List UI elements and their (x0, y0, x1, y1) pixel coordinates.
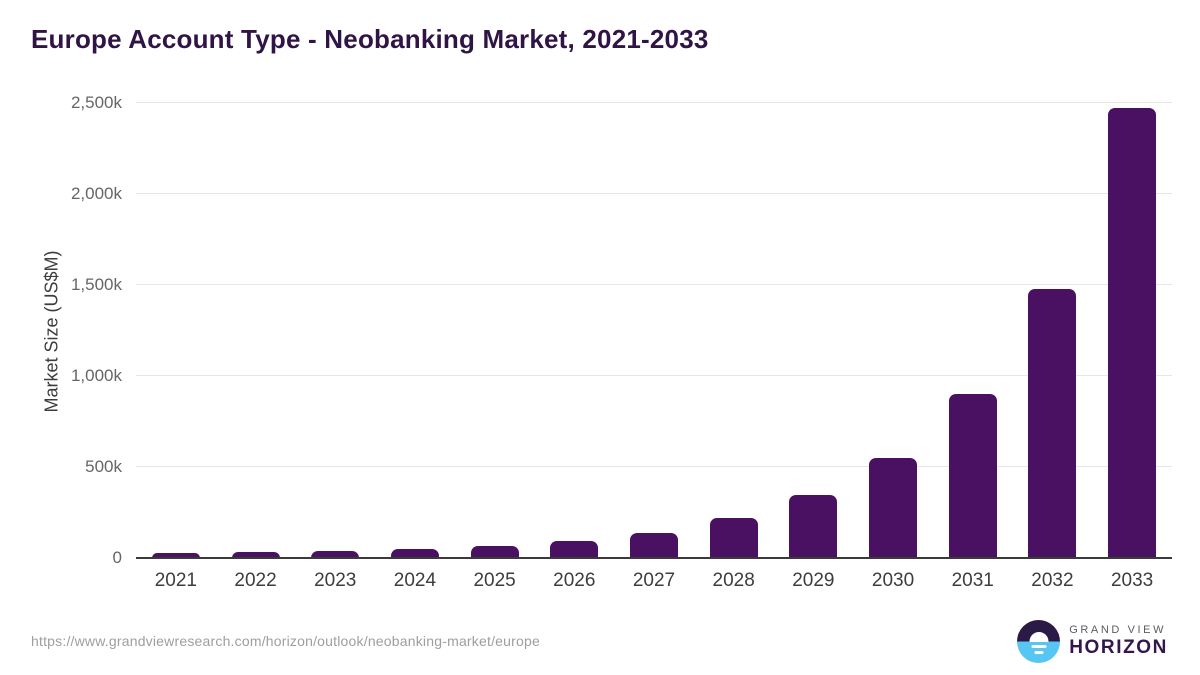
y-tick-label-2,500k: 2,500k (70, 93, 122, 112)
bar-2032 (1028, 288, 1077, 558)
bar-slot-2031 (933, 103, 1013, 558)
x-tick-label-2025: 2025 (473, 570, 516, 591)
bar-2024 (390, 548, 439, 558)
bar-2026 (550, 540, 599, 558)
bar-slot-2028 (694, 103, 774, 558)
bar-2027 (629, 532, 678, 558)
bar-slot-2030 (853, 103, 933, 558)
x-tick-label-2026: 2026 (553, 570, 596, 591)
x-tick-label-2029: 2029 (792, 570, 835, 591)
x-tick-label-2030: 2030 (871, 570, 915, 591)
bar-slot-2025 (455, 103, 535, 558)
bar-slot-2026 (534, 103, 614, 558)
y-tick-label-1,500k: 1,500k (70, 275, 122, 294)
x-tick-label-2028: 2028 (712, 570, 755, 591)
x-axis-line (136, 557, 1172, 559)
bar-slot-2029 (774, 103, 854, 558)
x-tick-label-2033: 2033 (1110, 570, 1154, 591)
sun-dome-shape (1029, 631, 1049, 642)
chart-title: Europe Account Type - Neobanking Market,… (31, 24, 709, 54)
x-tick-label-2024: 2024 (393, 570, 437, 591)
bar-2022 (231, 552, 280, 558)
bar-2021 (151, 553, 200, 558)
bar-2028 (709, 517, 758, 558)
plot-area (136, 102, 1172, 559)
gridline-500k (136, 466, 1172, 467)
bar-2033 (1108, 108, 1157, 558)
x-tick-label-2031: 2031 (951, 570, 994, 591)
gridline-1,500k (136, 284, 1172, 285)
bars-container (136, 103, 1172, 558)
bar-slot-2021 (136, 103, 216, 558)
x-tick-label-2023: 2023 (314, 570, 357, 591)
bar-slot-2022 (216, 103, 296, 558)
bar-slot-2027 (614, 103, 694, 558)
y-tick-label-2,000k: 2,000k (70, 184, 122, 203)
bar-2031 (948, 394, 997, 558)
y-tick-label-500k: 500k (85, 457, 122, 476)
y-tick-label-0: 0 (112, 548, 122, 567)
bar-slot-2033 (1092, 103, 1172, 558)
gridline-1,000k (136, 375, 1172, 376)
bar-slot-2032 (1013, 103, 1093, 558)
y-tick-label-1,000k: 1,000k (70, 366, 122, 385)
bar-2029 (789, 494, 838, 558)
bar-2025 (470, 546, 519, 558)
x-tick-label-2032: 2032 (1031, 570, 1074, 591)
logo-brand-name: GRAND VIEW (1069, 624, 1167, 637)
x-tick-label-2021: 2021 (154, 570, 197, 591)
horizon-sun-icon (1017, 620, 1061, 663)
x-tick-label-2027: 2027 (632, 570, 676, 591)
source-url[interactable]: https://www.grandviewresearch.com/horizo… (31, 633, 540, 649)
bar-2023 (311, 550, 360, 558)
bar-2030 (869, 457, 918, 558)
y-axis-tick-labels: 0 500k 1,000k 1,500k 2,000k 2,500k (0, 94, 122, 566)
gridline-2,500k (136, 102, 1172, 103)
brand-logo: GRAND VIEW HORIZON (1017, 620, 1168, 663)
horizon-reflection-line (1031, 644, 1047, 648)
horizon-reflection-line (1034, 650, 1044, 654)
x-axis-labels: 2021 2022 2023 2024 2025 2026 2027 2028 2029 2030… (136, 570, 1172, 592)
gridline-2,000k (136, 193, 1172, 194)
bar-slot-2023 (295, 103, 375, 558)
x-tick-label-2022: 2022 (234, 570, 277, 591)
brand-logo-text: GRAND VIEW HORIZON (1069, 624, 1168, 658)
bar-slot-2024 (375, 103, 455, 558)
logo-product-name: HORIZON (1069, 636, 1168, 658)
